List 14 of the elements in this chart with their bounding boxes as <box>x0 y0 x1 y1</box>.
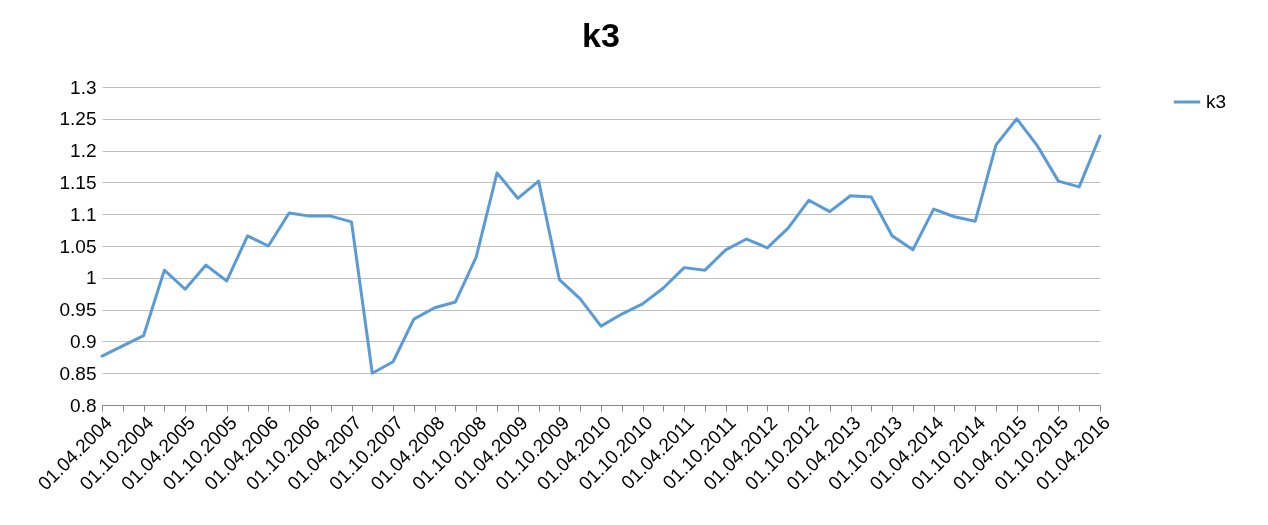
y-tick-label: 1.2 <box>70 140 97 162</box>
y-tick-label: 1.05 <box>59 235 97 257</box>
line-series <box>100 117 1102 375</box>
y-tick-label: 1 <box>85 267 97 289</box>
y-tick-label: 1.25 <box>59 108 97 130</box>
y-tick-label: 0.95 <box>59 299 97 321</box>
chart-title: k3 <box>582 16 620 54</box>
y-tick-label: 1.15 <box>59 171 97 193</box>
y-tick-label: 0.85 <box>59 362 97 384</box>
y-tick-label: 0.9 <box>70 330 97 352</box>
legend-label: k3 <box>1206 91 1227 112</box>
y-tick-label: 0.8 <box>70 394 97 416</box>
y-tick-label: 1.1 <box>70 203 97 225</box>
y-tick-label: 1.3 <box>70 76 97 98</box>
